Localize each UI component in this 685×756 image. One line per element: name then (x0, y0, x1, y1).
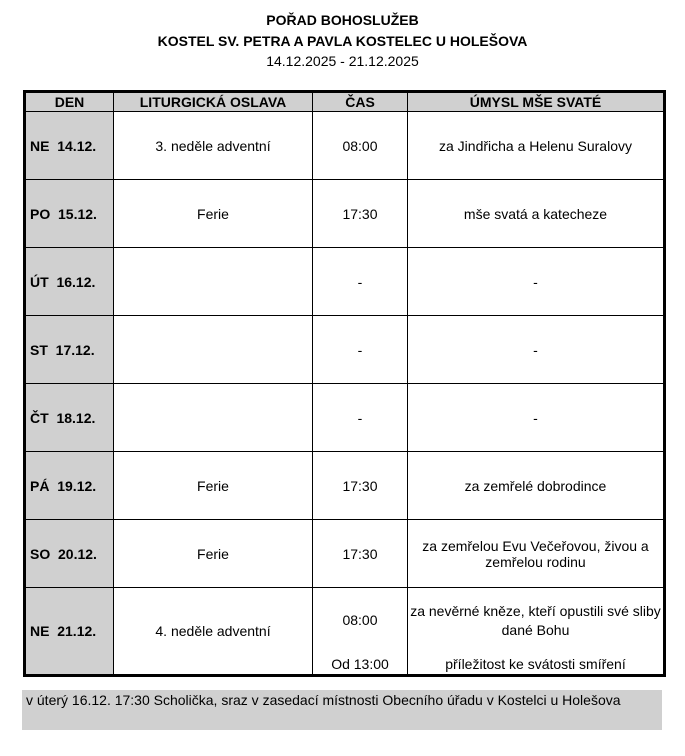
date-range: 14.12.2025 - 21.12.2025 (266, 53, 419, 69)
intention-1: za nevěrné kněze, kteří opustili své sli… (410, 603, 661, 638)
time-cell: 08:00 (312, 111, 408, 180)
celebration-cell: Ferie (113, 451, 313, 520)
church-name: KOSTEL SV. PETRA A PAVLA KOSTELEC U HOLE… (157, 33, 528, 49)
celebration-cell (113, 315, 313, 384)
celebration-cell: 4. neděle adventní (113, 587, 313, 676)
time-cell: - (312, 383, 408, 452)
celebration-cell: Ferie (113, 179, 313, 248)
column-header-time: ČAS (312, 91, 408, 112)
table-row: PO 15.12. Ferie 17:30 mše svatá a katecheze (24, 179, 665, 248)
day-cell: PÁ 19.12. (24, 451, 114, 520)
time-cell: - (312, 315, 408, 384)
intention-cell: mše svatá a katecheze (407, 179, 665, 248)
day-cell: NE 14.12. (24, 111, 114, 180)
day-cell: SO 20.12. (24, 519, 114, 588)
table-row: SO 20.12. Ferie 17:30 za zemřelou Evu Večeř… (24, 519, 665, 588)
intention-cell: za nevěrné kněze, kteří opustili své sli… (407, 587, 665, 676)
announcement-note: v úterý 16.12. 17:30 Scholička, sraz v z… (22, 690, 662, 730)
time-2: Od 13:00 (331, 656, 389, 672)
day-cell: NE 21.12. (24, 587, 114, 676)
celebration-cell: 3. neděle adventní (113, 111, 313, 180)
intention-cell: za Jindřicha a Helenu Suralovy (407, 111, 665, 180)
celebration-cell (113, 247, 313, 316)
schedule-table: DEN LITURGICKÁ OSLAVA ČAS ÚMYSL MŠE SVAT… (23, 90, 666, 677)
intention-cell: - (407, 383, 665, 452)
time-cell: 17:30 (312, 519, 408, 588)
day-cell: PO 15.12. (24, 179, 114, 248)
day-cell: ÚT 16.12. (24, 247, 114, 316)
column-header-intention: ÚMYSL MŠE SVATÉ (407, 91, 665, 112)
time-cell: 17:30 (312, 179, 408, 248)
column-header-day: DEN (24, 91, 114, 112)
intention-cell: - (407, 315, 665, 384)
time-cell: - (312, 247, 408, 316)
time-cell: 17:30 (312, 451, 408, 520)
day-cell: ČT 18.12. (24, 383, 114, 452)
intention-cell: za zemřelou Evu Večeřovou, živou a zemře… (407, 519, 665, 588)
time-cell: 08:00 Od 13:00 (312, 587, 408, 676)
column-header-celebration: LITURGICKÁ OSLAVA (113, 91, 313, 112)
celebration-cell: Ferie (113, 519, 313, 588)
day-cell: ST 17.12. (24, 315, 114, 384)
intention-cell: za zemřelé dobrodince (407, 451, 665, 520)
celebration-cell (113, 383, 313, 452)
table-row: NE 14.12. 3. neděle adventní 08:00 za Jindř… (24, 111, 665, 180)
table-row: NE 21.12. 4. neděle adventní 08:00 Od 13:00… (24, 587, 665, 676)
time-1: 08:00 (342, 612, 378, 628)
intention-2: příležitost ke svátosti smíření (445, 656, 626, 672)
table-row: ST 17.12. - - (24, 315, 665, 384)
document-title: POŘAD BOHOSLUŽEB (266, 12, 419, 28)
table-row: PÁ 19.12. Ferie 17:30 za zemřelé dobrodince (24, 451, 665, 520)
table-row: ÚT 16.12. - - (24, 247, 665, 316)
intention-cell: - (407, 247, 665, 316)
table-row: ČT 18.12. - - (24, 383, 665, 452)
